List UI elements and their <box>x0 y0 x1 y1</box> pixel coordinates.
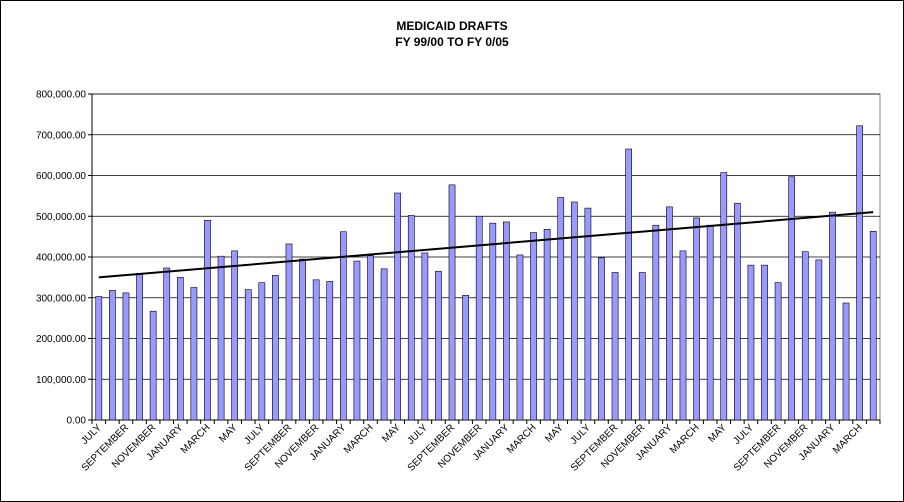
bar <box>842 302 850 421</box>
bar <box>217 255 225 421</box>
bar <box>638 272 646 421</box>
bars <box>95 125 877 421</box>
trendline-group <box>98 211 874 279</box>
bar <box>530 232 537 421</box>
y-tick-label: 400,000.00 <box>36 253 86 264</box>
bar <box>570 201 578 421</box>
bar <box>774 282 782 421</box>
bar <box>285 243 293 421</box>
bar <box>543 228 551 421</box>
bar <box>176 277 184 421</box>
bar <box>299 258 306 421</box>
bar <box>244 289 252 421</box>
bar <box>503 221 510 421</box>
chart-subtitle: FY 99/00 TO FY 0/05 <box>395 35 509 49</box>
trendline <box>98 211 874 279</box>
bar <box>706 224 714 421</box>
bar <box>666 206 673 421</box>
y-tick-label: 500,000.00 <box>36 212 86 223</box>
bar <box>149 310 157 421</box>
bar <box>815 259 823 421</box>
bar <box>231 250 239 421</box>
bar <box>679 250 687 421</box>
bar <box>788 176 796 421</box>
bar <box>747 264 755 421</box>
bar <box>448 184 456 421</box>
bar <box>489 222 497 421</box>
bar <box>611 272 619 421</box>
bar <box>353 260 361 421</box>
bar <box>435 270 442 421</box>
bar <box>163 267 171 421</box>
bar <box>761 264 768 421</box>
y-tick-label: 800,000.00 <box>36 90 86 101</box>
y-tick-label: 0.00 <box>67 416 87 427</box>
y-tick-label: 200,000.00 <box>36 334 86 345</box>
bar <box>598 257 605 421</box>
bar <box>394 192 402 421</box>
bar <box>869 231 877 421</box>
bar <box>475 215 483 421</box>
bar <box>136 272 143 421</box>
y-tick-label: 300,000.00 <box>36 293 86 304</box>
bar <box>557 197 565 421</box>
chart-title: MEDICAID DRAFTS <box>396 19 507 33</box>
bar <box>407 215 415 421</box>
bar <box>829 211 836 421</box>
bar <box>856 125 863 421</box>
bar <box>462 295 469 421</box>
bar <box>652 224 660 421</box>
bar <box>122 292 130 421</box>
bar <box>190 287 198 421</box>
y-tick-label: 100,000.00 <box>36 375 86 386</box>
bar <box>733 202 741 421</box>
bar <box>109 290 116 421</box>
bar <box>693 217 700 421</box>
bar <box>326 281 334 421</box>
bar <box>625 148 633 421</box>
bar <box>720 172 728 421</box>
bar <box>258 282 266 421</box>
bar <box>367 255 374 421</box>
bar <box>584 207 592 421</box>
bar <box>339 231 347 421</box>
bar <box>95 296 103 421</box>
bar <box>272 275 279 421</box>
bar <box>380 268 388 421</box>
bar <box>801 251 809 421</box>
y-tick-label: 700,000.00 <box>36 130 86 141</box>
y-tick-label: 600,000.00 <box>36 171 86 182</box>
bar <box>516 254 524 421</box>
bar <box>204 220 211 421</box>
bar <box>421 252 429 421</box>
bar <box>312 279 320 421</box>
